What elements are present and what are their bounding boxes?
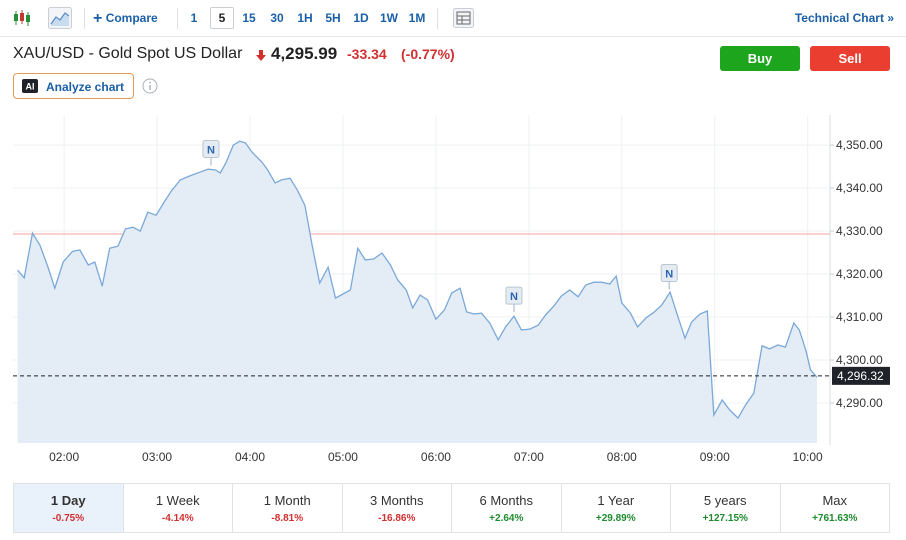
news-label: N	[510, 291, 518, 303]
info-icon[interactable]	[142, 78, 158, 94]
technical-chart-link[interactable]: Technical Chart »	[795, 11, 894, 25]
separator	[437, 8, 438, 29]
area-icon[interactable]	[48, 7, 72, 29]
y-tick-label: 4,340.00	[836, 181, 883, 195]
price-change-percent: (-0.77%)	[401, 46, 455, 62]
candle-icon[interactable]	[12, 9, 32, 27]
period-label: Max	[822, 493, 848, 508]
price: 4,295.99	[271, 44, 338, 63]
period-change: -16.86%	[378, 513, 416, 524]
compare-label: Compare	[105, 11, 158, 25]
separator	[177, 8, 178, 29]
y-tick-label: 4,300.00	[836, 353, 883, 367]
interval-button[interactable]: 5	[210, 7, 234, 29]
news-marker[interactable]: N	[202, 139, 220, 166]
interval-button[interactable]: 30	[270, 11, 284, 25]
sell-button[interactable]: Sell	[810, 46, 890, 71]
period-tab[interactable]: 3 Months -16.86%	[343, 484, 452, 532]
x-tick-label: 07:00	[514, 450, 544, 464]
period-tab[interactable]: 1 Week -4.14%	[124, 484, 233, 532]
price-change: -33.34	[347, 46, 387, 62]
x-tick-label: 02:00	[49, 450, 79, 464]
period-label: 6 Months	[479, 493, 533, 508]
svg-text:AI: AI	[26, 82, 35, 92]
news-marker[interactable]: N	[505, 286, 523, 313]
x-tick-label: 06:00	[421, 450, 451, 464]
news-box	[202, 139, 220, 158]
interval-button[interactable]: 1H	[297, 11, 313, 25]
interval-button[interactable]: 1	[190, 11, 198, 25]
plus-icon: +	[93, 10, 103, 27]
table-icon[interactable]	[453, 8, 474, 28]
x-tick-label: 05:00	[328, 450, 358, 464]
period-tab[interactable]: 1 Month -8.81%	[233, 484, 343, 532]
toolbar: + Compare Technical Chart » 1 5 15 30 1H 5H 1D…	[0, 0, 906, 37]
period-tab[interactable]: 6 Months +2.64%	[452, 484, 562, 532]
chevron-icon: »	[887, 11, 894, 25]
x-tick-label: 04:00	[235, 450, 265, 464]
x-tick-label: 08:00	[607, 450, 637, 464]
period-change: +29.89%	[595, 513, 636, 524]
price-chart: 4,290.00 4,300.00 4,310.00 4,320.00 4,330.00…	[13, 115, 890, 464]
period-change: +761.63%	[812, 513, 858, 524]
price-area	[17, 141, 818, 443]
ai-icon: AI	[22, 79, 38, 93]
period-tab[interactable]: Max +761.63%	[781, 484, 890, 532]
period-change: -8.81%	[271, 513, 304, 524]
period-label: 1 Day	[50, 493, 86, 508]
down-arrow	[256, 50, 266, 61]
news-box	[505, 286, 523, 305]
y-tick-label: 4,310.00	[836, 310, 883, 324]
news-box	[660, 264, 678, 283]
x-tick-label: 09:00	[700, 450, 730, 464]
technical-chart-label: Technical Chart	[794, 11, 884, 25]
period-label: 1 Month	[263, 493, 311, 508]
interval-button[interactable]: 1M	[408, 11, 426, 25]
separator	[84, 8, 85, 29]
last-value-box	[832, 366, 890, 385]
y-tick-label: 4,320.00	[836, 267, 883, 281]
instrument-title: XAU/USD - Gold Spot US Dollar	[13, 45, 243, 62]
period-tab[interactable]: 1 Day -0.75%	[14, 484, 124, 532]
period-change: +127.15%	[702, 513, 748, 524]
news-label: N	[665, 269, 673, 281]
period-change: -4.14%	[161, 513, 194, 524]
y-tick-label: 4,330.00	[836, 224, 883, 238]
interval-button[interactable]: 15	[242, 11, 256, 25]
buy-button[interactable]: Buy	[720, 46, 800, 71]
x-tick-label: 03:00	[142, 450, 172, 464]
period-tab[interactable]: 1 Year +29.89%	[562, 484, 671, 532]
analyze-chart-button[interactable]: AI Analyze chart	[13, 73, 134, 99]
period-tab[interactable]: 5 years +127.15%	[671, 484, 781, 532]
period-label: 5 years	[703, 493, 747, 508]
price-line	[17, 140, 818, 420]
interval-button[interactable]: 1D	[353, 11, 369, 25]
period-label: 3 Months	[370, 493, 424, 508]
period-change: +2.64%	[489, 513, 524, 524]
y-tick-label: 4,350.00	[836, 138, 883, 152]
interval-button[interactable]: 5H	[325, 11, 341, 25]
analyze-chart-label: Analyze chart	[46, 80, 125, 94]
news-label: N	[207, 144, 215, 156]
compare-button[interactable]: + Compare	[93, 10, 158, 28]
x-tick-label: 10:00	[793, 450, 823, 464]
y-tick-label: 4,290.00	[836, 396, 883, 410]
last-value-label: 4,296.32	[837, 369, 884, 383]
period-change: -0.75%	[52, 513, 85, 524]
period-tabs: 1 Day -0.75% 1 Week -4.14% 1 Month -8.81% 3 Mo…	[13, 483, 890, 533]
period-label: 1 Week	[155, 493, 200, 508]
news-marker[interactable]: N	[660, 264, 678, 290]
period-label: 1 Year	[597, 493, 635, 508]
interval-button[interactable]: 1W	[380, 11, 398, 25]
